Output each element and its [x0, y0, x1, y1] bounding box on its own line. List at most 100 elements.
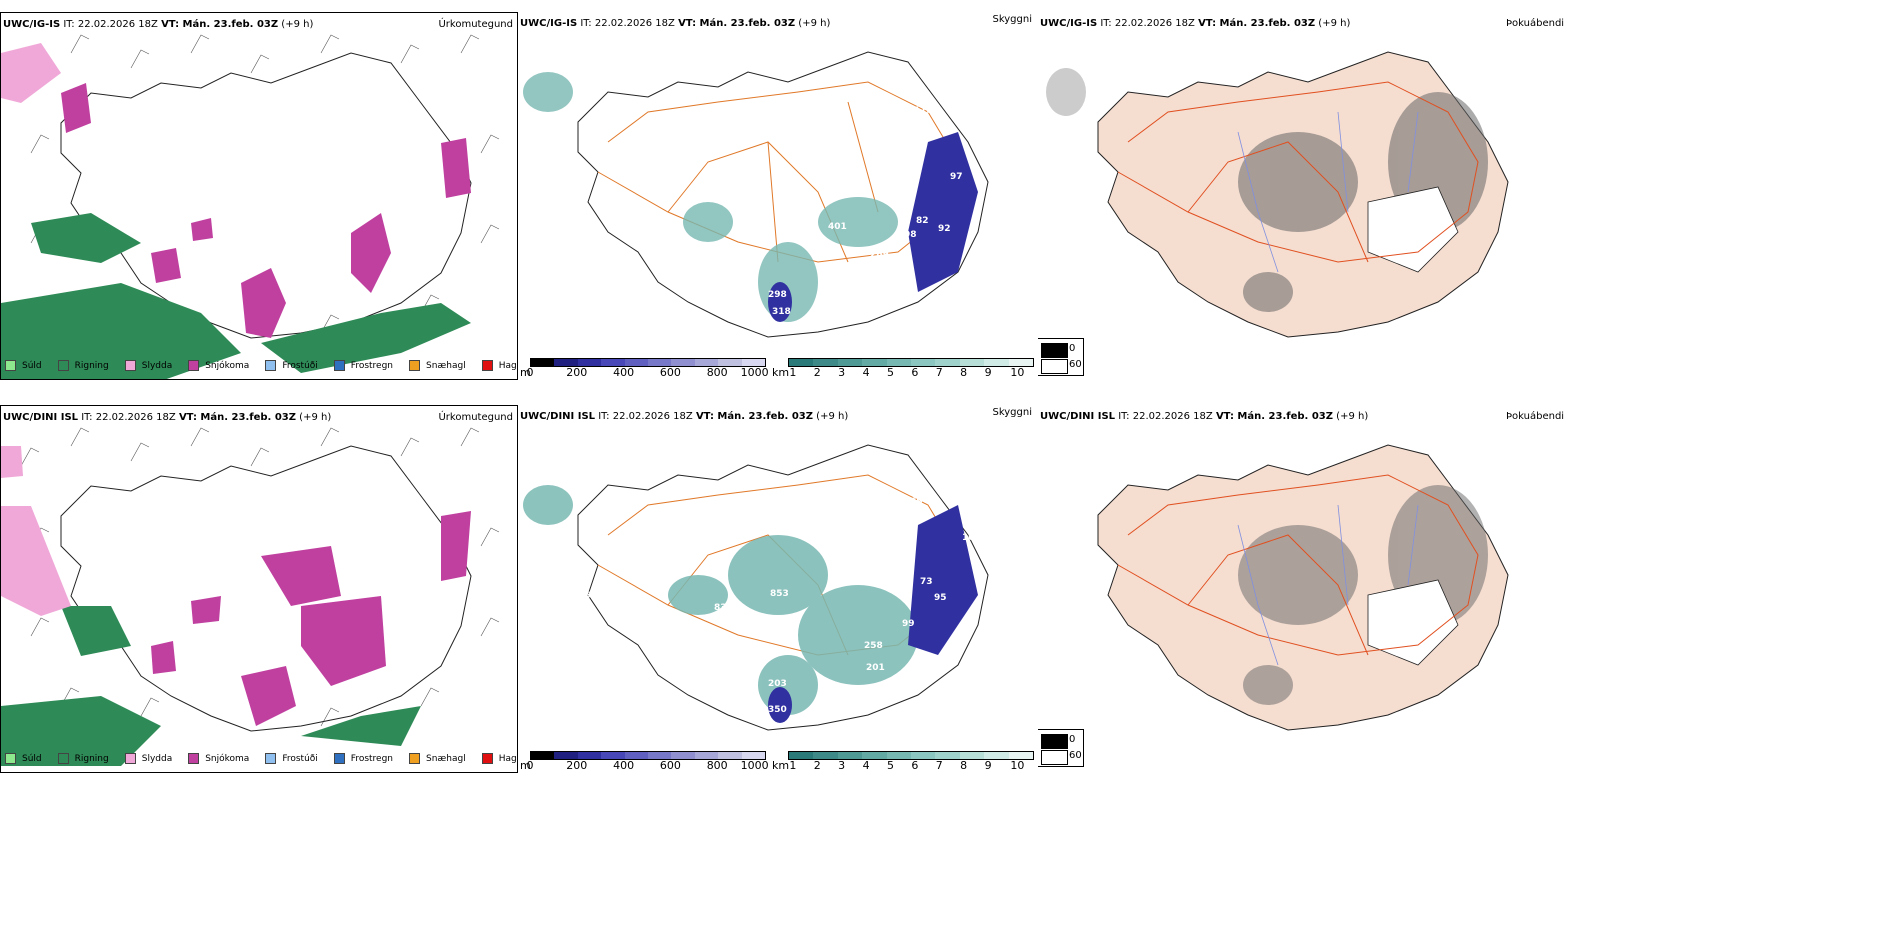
legend-item-snjokoma: Snjókoma: [188, 753, 249, 764]
visibility-unit: km: [772, 366, 790, 379]
model-name: UWC/IG-IS: [1040, 18, 1098, 29]
iceland-outline: [577, 51, 989, 338]
legend-item-frostudi: Frostúði: [265, 360, 318, 371]
visibility-panel: UWC/IG-IS IT: 22.02.2026 18Z VT: Mán. 23…: [518, 12, 1038, 380]
tick-label: 800: [706, 759, 728, 772]
panel-title: Þokuábendi: [1506, 18, 1565, 29]
visibility-panel: UWC/DINI ISL IT: 22.02.2026 18Z VT: Mán.…: [518, 405, 1038, 773]
valid-time: VT: Mán. 23.feb. 03Z: [178, 412, 296, 423]
vis-label: 258: [864, 641, 883, 651]
tick-label: 4: [862, 759, 870, 772]
fog-legend: 0 60: [1038, 338, 1084, 376]
legend-item-slydda: Slydda: [124, 753, 172, 764]
init-time: IT: 22.02.2026 18Z: [81, 412, 176, 423]
rivers: [1237, 111, 1419, 273]
vis-label: 169: [904, 497, 923, 507]
tick-label: 9: [984, 366, 992, 379]
vis-label: 837: [714, 603, 733, 613]
sleet-areas: [1, 446, 71, 616]
legend-item-rigning: Rigning: [57, 360, 109, 371]
tick-label: 3: [838, 759, 846, 772]
tick-label: 200: [566, 366, 588, 379]
vis-label: 201: [866, 663, 885, 673]
panel-title: Þokuábendi: [1506, 411, 1565, 422]
tick-label: 5: [886, 759, 894, 772]
lead-time: (+9 h): [1318, 18, 1351, 29]
tick-label: 0: [526, 366, 534, 379]
tick-label: 8: [960, 759, 968, 772]
tick-label: 10: [1010, 759, 1025, 772]
init-time: IT: 22.02.2026 18Z: [1100, 18, 1195, 29]
visibility-map: [523, 444, 989, 731]
legend-item-rigning: Rigning: [57, 753, 109, 764]
tick-label: 800: [706, 366, 728, 379]
precip-legend: Súld Rigning Slydda Snjókoma Frostúði Fr…: [5, 753, 517, 764]
tick-label: 7: [935, 366, 943, 379]
tick-label: 6: [911, 759, 919, 772]
legend-item-haglel: Haglél: [481, 360, 517, 371]
fog-legend-label: 0: [1069, 343, 1076, 354]
low-visibility-areas: [523, 72, 898, 322]
precip-legend: Súld Rigning Slydda Snjókoma Frostúði Fr…: [5, 360, 517, 371]
vis-label: 318: [772, 307, 791, 317]
vis-label: 103: [962, 533, 981, 543]
tick-label: 0: [526, 759, 534, 772]
tick-label: 9: [984, 759, 992, 772]
legend-item-snjokoma: Snjókoma: [188, 360, 249, 371]
fog-index-panel: UWC/DINI ISL IT: 22.02.2026 18Z VT: Mán.…: [1038, 405, 1900, 773]
precip-type-panel: UWC/IG-IS IT: 22.02.2026 18Z VT: Mán. 23…: [0, 12, 518, 380]
valid-time: VT: Mán. 23.feb. 03Z: [1198, 18, 1316, 29]
tick-label: 7: [935, 759, 943, 772]
rivers: [1237, 504, 1419, 666]
legend-item-frostregn: Frostregn: [333, 753, 393, 764]
lead-time: (+9 h): [816, 411, 849, 422]
valid-time: VT: Mán. 23.feb. 03Z: [1215, 411, 1333, 422]
tick-label: 1: [789, 366, 797, 379]
tick-label: 5: [886, 366, 894, 379]
panel-title: Úrkomutegund: [438, 19, 513, 30]
tick-label: 2: [813, 366, 821, 379]
height-colorbar: [530, 751, 766, 760]
very-low-visibility-areas: [768, 505, 978, 723]
vis-label: 82: [916, 216, 929, 226]
vis-label: 90: [938, 122, 951, 132]
vis-label: 137: [898, 134, 917, 144]
init-time: IT: 22.02.2026 18Z: [63, 19, 158, 30]
lead-time: (+9 h): [1336, 411, 1369, 422]
legend-item-sudd: Súld: [5, 360, 42, 371]
height-unit: m: [520, 366, 531, 379]
vis-label: 95: [934, 593, 947, 603]
lead-time: (+9 h): [281, 19, 314, 30]
vis-label: 97: [950, 172, 963, 182]
panel-header: UWC/DINI ISL IT: 22.02.2026 18Z VT: Mán.…: [520, 411, 848, 422]
tick-label: 600: [659, 366, 681, 379]
wind-barbs: [20, 427, 500, 727]
legend-item-frostudi: Frostúði: [265, 753, 318, 764]
init-time: IT: 22.02.2026 18Z: [598, 411, 693, 422]
visibility-unit: km: [772, 759, 790, 772]
valid-time: VT: Mán. 23.feb. 03Z: [678, 18, 796, 29]
fog-legend-label: 60: [1069, 750, 1082, 761]
rain-areas: [1, 606, 421, 766]
tick-label: 6: [911, 366, 919, 379]
glacier: [1367, 186, 1459, 273]
vis-label: 298: [768, 290, 787, 300]
tick-label: 600: [659, 759, 681, 772]
snow-areas: [151, 511, 471, 726]
snow-areas: [61, 83, 471, 338]
panel-header: UWC/IG-IS IT: 22.02.2026 18Z VT: Mán. 23…: [520, 18, 830, 29]
fog-legend: 0 60: [1038, 729, 1084, 767]
legend-item-snaehagl: Snæhagl: [409, 753, 466, 764]
vis-label: 73: [920, 577, 933, 587]
tick-label: 8: [960, 366, 968, 379]
legend-item-slydda: Slydda: [124, 360, 172, 371]
road-network: [1117, 474, 1479, 656]
height-colorbar: [530, 358, 766, 367]
tick-label: 1000: [740, 759, 769, 772]
fog-map: [1097, 444, 1509, 731]
panel-header: UWC/IG-IS IT: 22.02.2026 18Z VT: Mán. 23…: [1040, 18, 1350, 29]
vis-label: 853: [770, 589, 789, 599]
rain-areas: [1, 213, 471, 379]
model-name: UWC/IG-IS: [520, 18, 578, 29]
very-low-visibility-areas: [768, 132, 978, 322]
